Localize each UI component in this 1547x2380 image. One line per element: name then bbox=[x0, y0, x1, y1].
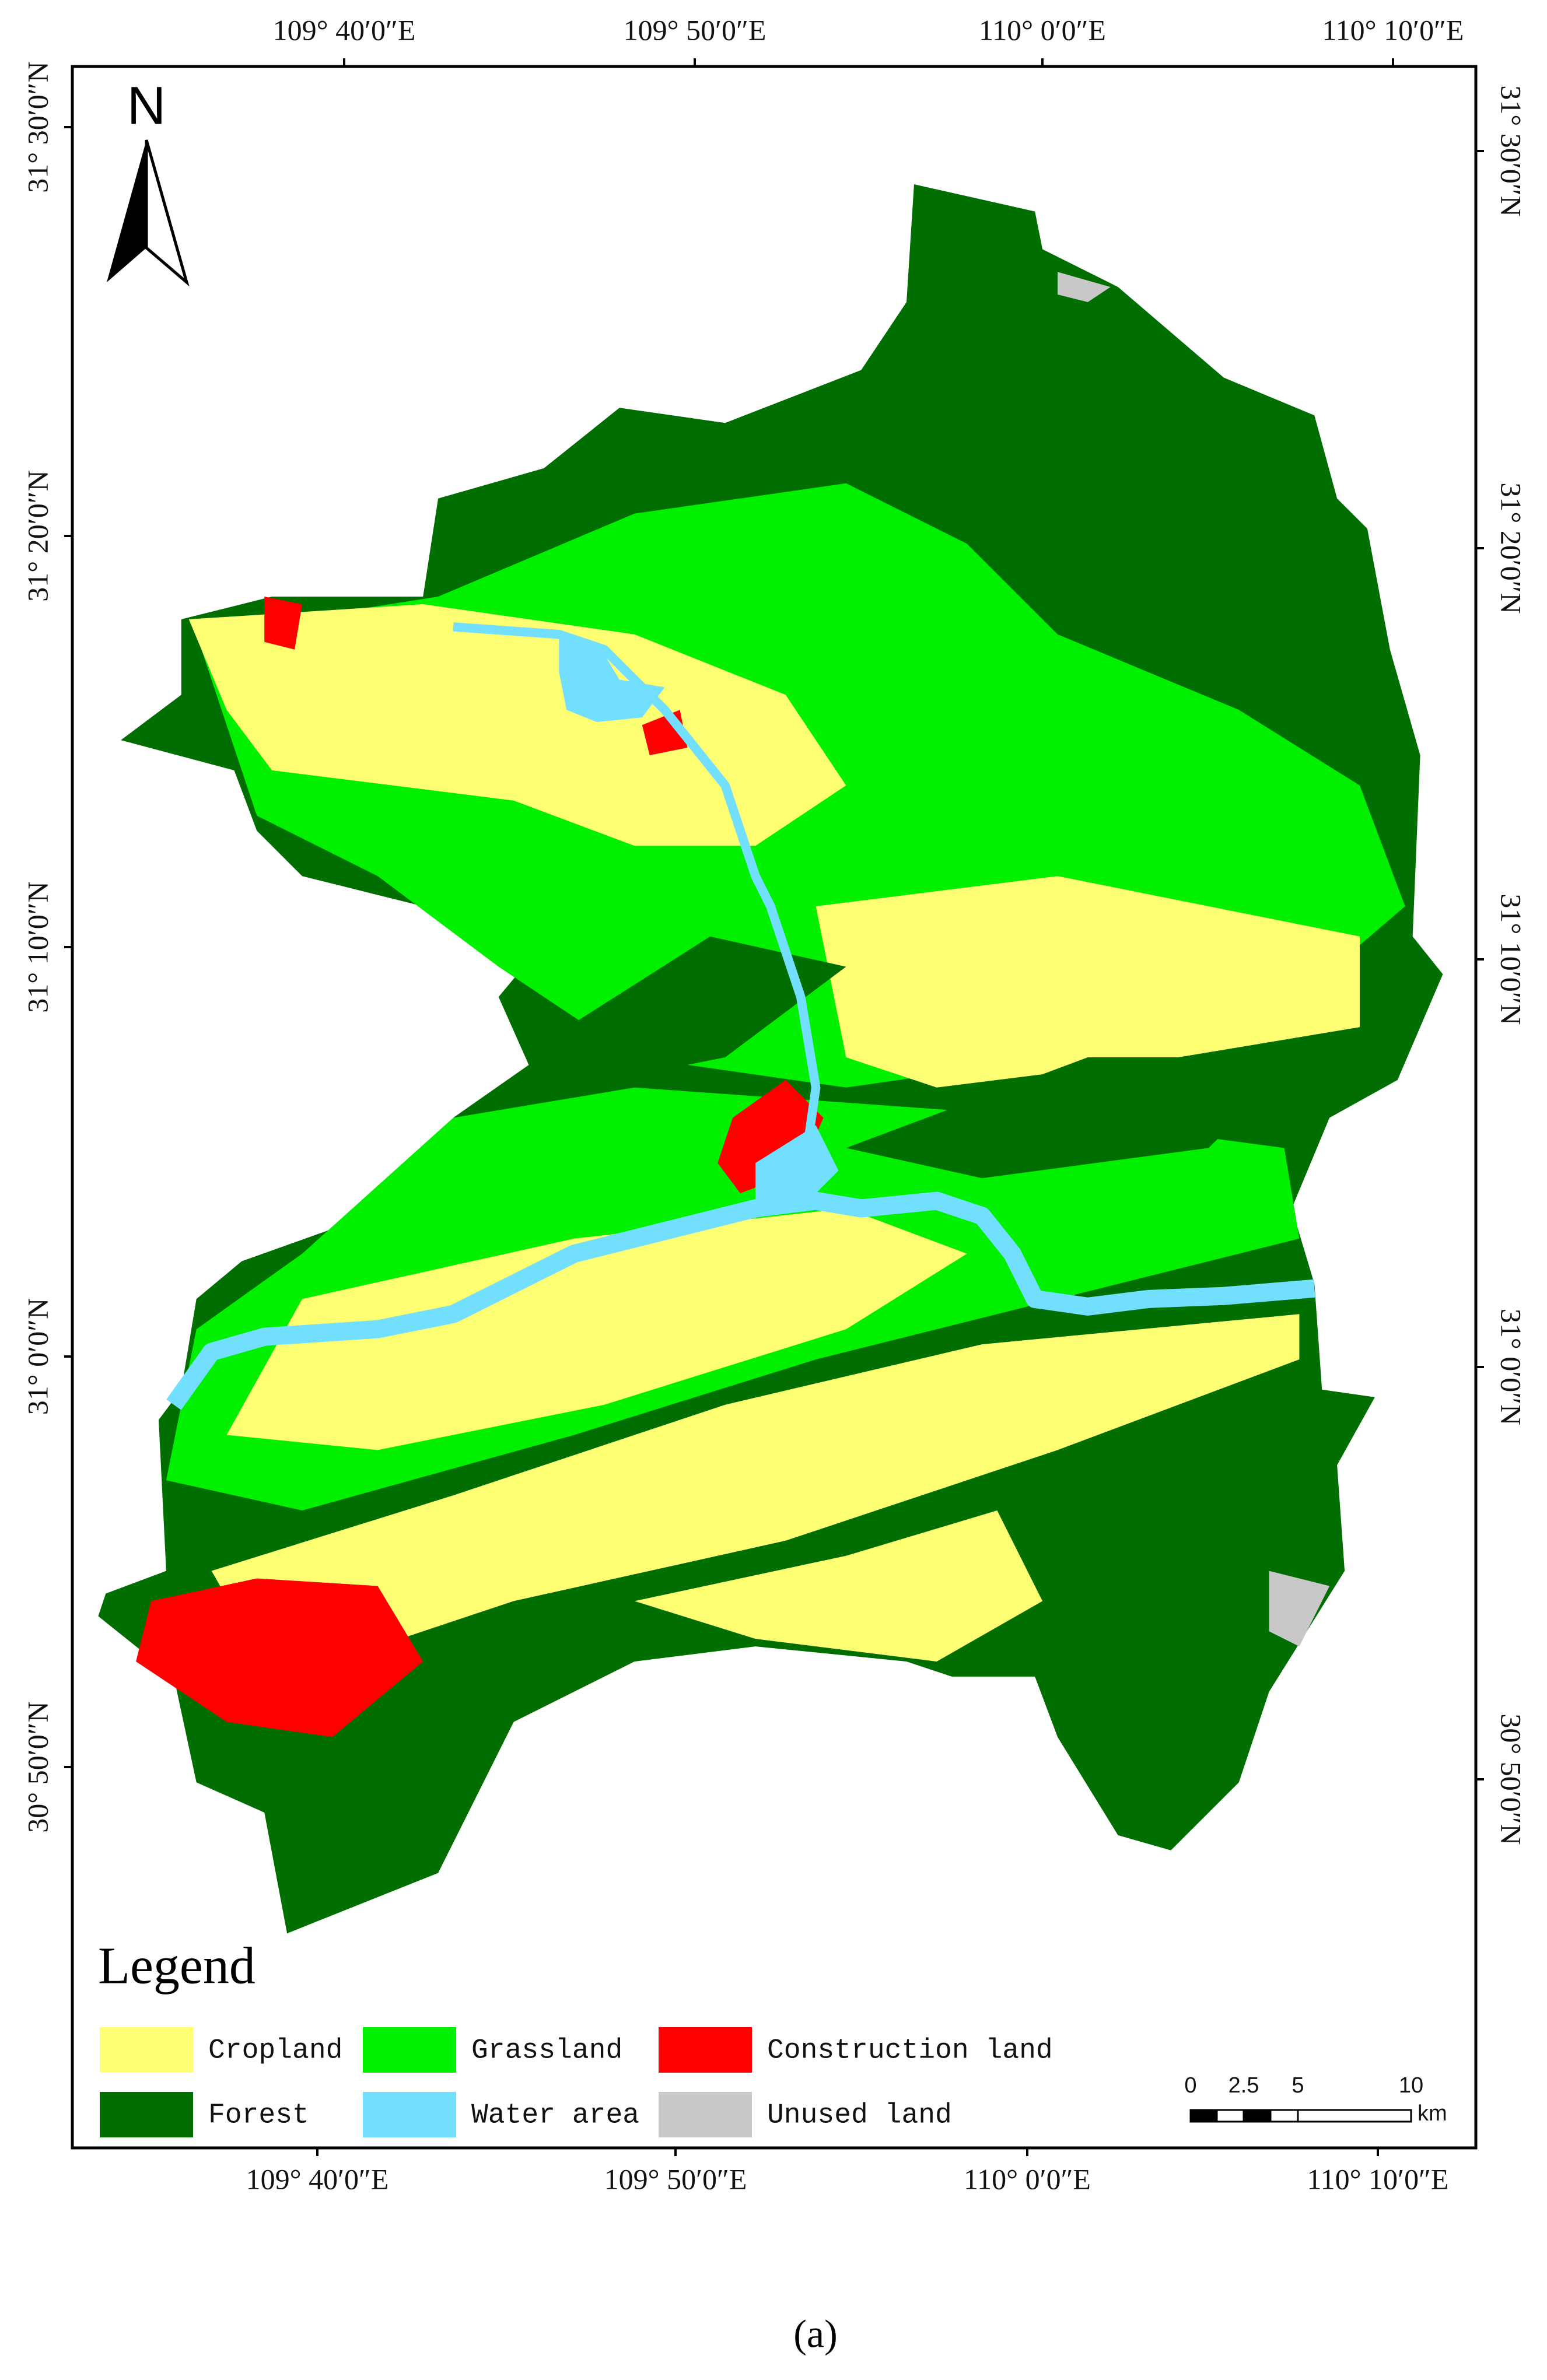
lake bbox=[755, 1125, 839, 1208]
cropland-patch bbox=[188, 604, 846, 846]
scale-bar-label: 5 bbox=[1292, 2073, 1304, 2098]
bottom-coord-label: 110° 10′0″E bbox=[1307, 2162, 1449, 2195]
right-coord-label: 31° 10′0″N bbox=[1495, 893, 1528, 1025]
scale-bar-unit: km bbox=[1418, 2101, 1447, 2126]
north-label: N bbox=[127, 76, 166, 135]
scale-bar-segment bbox=[1269, 2109, 1299, 2123]
scale-bar-label: 2.5 bbox=[1228, 2073, 1259, 2098]
scale-bar-label: 0 bbox=[1184, 2073, 1196, 2098]
right-coord-label: 31° 20′0″N bbox=[1495, 482, 1528, 614]
legend-label: Unused land bbox=[767, 2100, 952, 2132]
reservoir bbox=[559, 634, 665, 723]
river bbox=[166, 1191, 1315, 1410]
scale-bar-label: 10 bbox=[1399, 2073, 1423, 2098]
construction-patch bbox=[136, 1578, 424, 1737]
forest-ridge bbox=[544, 936, 846, 1088]
north-arrow-right bbox=[145, 139, 190, 287]
cropland-patch bbox=[634, 1510, 1043, 1662]
bottom-coord-label: 110° 0′0″E bbox=[964, 2162, 1091, 2195]
map-area bbox=[98, 184, 1443, 1934]
unused-patch bbox=[1058, 272, 1111, 302]
legend-swatch bbox=[363, 2027, 456, 2073]
bottom-coord-label: 109° 50′0″E bbox=[604, 2162, 747, 2195]
unused-patch bbox=[1269, 1571, 1330, 1647]
north-arrow-left bbox=[107, 140, 146, 282]
scale-bar-segment bbox=[1297, 2109, 1412, 2123]
right-coord-label: 31° 30′0″N bbox=[1495, 85, 1528, 216]
construction-patch bbox=[264, 597, 302, 650]
legend-swatch bbox=[100, 2092, 193, 2137]
left-coord-label: 31° 20′0″N bbox=[21, 470, 54, 601]
top-coord-label: 109° 40′0″E bbox=[273, 13, 416, 46]
cropland-patch bbox=[226, 1208, 967, 1450]
left-coord-label: 30° 50′0″N bbox=[21, 1701, 54, 1832]
bottom-coord-label: 109° 40′0″E bbox=[246, 2162, 389, 2195]
legend-label: Grassland bbox=[471, 2035, 622, 2067]
caption: (a) bbox=[793, 2312, 837, 2356]
left-coord-label: 31° 10′0″N bbox=[21, 881, 54, 1012]
left-coord-label: 31° 0′0″N bbox=[21, 1298, 54, 1415]
top-coord-label: 109° 50′0″E bbox=[624, 13, 766, 46]
legend-swatch bbox=[659, 2027, 752, 2073]
north-arrow: N bbox=[107, 76, 190, 287]
right-coord-label: 30° 50′0″N bbox=[1495, 1713, 1528, 1845]
legend-swatch bbox=[363, 2092, 456, 2137]
top-coord-label: 110° 10′0″E bbox=[1322, 13, 1464, 46]
legend-swatch bbox=[100, 2027, 193, 2073]
cropland-patch bbox=[211, 1314, 1300, 1677]
legend-label: Water area bbox=[471, 2100, 639, 2132]
legend-swatch bbox=[659, 2092, 752, 2137]
scale-bar-segment bbox=[1242, 2109, 1272, 2123]
legend-label: Construction land bbox=[767, 2035, 1053, 2067]
scale-bar-segment bbox=[1189, 2109, 1218, 2123]
top-coord-label: 110° 0′0″E bbox=[979, 13, 1106, 46]
river bbox=[453, 622, 821, 1194]
scale-bar-segment bbox=[1216, 2109, 1245, 2123]
cropland-patch bbox=[816, 876, 1360, 1088]
forest-ridge bbox=[846, 1057, 1300, 1179]
legend-label: Cropland bbox=[208, 2035, 342, 2067]
legend-label: Forest bbox=[208, 2100, 309, 2132]
right-coord-label: 31° 0′0″N bbox=[1495, 1309, 1528, 1425]
legend-title: Legend bbox=[98, 1937, 256, 1995]
left-coord-label: 31° 30′0″N bbox=[21, 61, 54, 192]
